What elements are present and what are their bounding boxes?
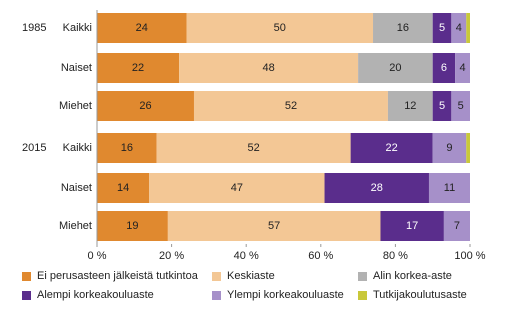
category-label: Naiset — [61, 62, 92, 74]
x-tick-label: 60 % — [308, 250, 333, 262]
category-label: Kaikki — [63, 22, 92, 34]
bar-segment — [466, 133, 470, 163]
category-label: Naiset — [61, 182, 92, 194]
value-label: 48 — [262, 62, 274, 74]
value-label: 57 — [268, 220, 280, 232]
bar-segment — [97, 91, 194, 121]
value-label: 11 — [444, 182, 455, 194]
legend-label: Ei perusasteen jälkeistä tutkintoa — [37, 270, 199, 282]
legend-label: Tutkijakoulutusaste — [373, 289, 467, 301]
bar-segment — [443, 211, 470, 241]
value-label: 24 — [136, 22, 148, 34]
bar-segment — [97, 211, 168, 241]
legend-label: Alempi korkeakouluaste — [37, 289, 154, 301]
bar-segment — [97, 173, 150, 203]
bar-segment — [432, 91, 452, 121]
legend-swatch — [358, 272, 367, 281]
value-label: 5 — [439, 22, 445, 34]
value-label: 12 — [404, 100, 416, 112]
bar-segment — [432, 53, 456, 83]
bar-segment — [186, 13, 374, 43]
value-label: 50 — [274, 22, 286, 34]
legend-swatch — [22, 291, 31, 300]
bar-segment — [193, 91, 388, 121]
legend-label: Ylempi korkeakouluaste — [227, 289, 344, 301]
value-label: 52 — [248, 142, 260, 154]
category-label: Miehet — [59, 220, 92, 232]
bar-segment — [179, 53, 359, 83]
bar-segment — [428, 173, 470, 203]
legend-swatch — [358, 291, 367, 300]
bar-segment — [466, 13, 470, 43]
value-label: 22 — [132, 62, 144, 74]
bar-segment — [167, 211, 381, 241]
value-label: 4 — [456, 22, 462, 34]
value-label: 14 — [117, 182, 129, 194]
value-label: 26 — [139, 100, 151, 112]
bar-segment — [156, 133, 351, 163]
value-label: 28 — [371, 182, 383, 194]
bar-segment — [149, 173, 325, 203]
bar-segment — [324, 173, 429, 203]
bar-segment — [373, 13, 433, 43]
x-tick-label: 20 % — [159, 250, 184, 262]
bar-segment — [350, 133, 433, 163]
bar-segment — [358, 53, 433, 83]
x-tick-label: 100 % — [454, 250, 485, 262]
bar-segment — [451, 13, 467, 43]
value-label: 16 — [397, 22, 409, 34]
value-label: 22 — [386, 142, 398, 154]
group-label: 2015 — [22, 142, 46, 154]
value-label: 19 — [126, 220, 138, 232]
legend-swatch — [22, 272, 31, 281]
bar-segment — [97, 53, 180, 83]
value-label: 20 — [389, 62, 401, 74]
value-label: 9 — [446, 142, 452, 154]
group-label: 1985 — [22, 22, 46, 34]
bar-segment — [387, 91, 433, 121]
value-label: 16 — [121, 142, 133, 154]
category-label: Miehet — [59, 100, 92, 112]
bar-segment — [451, 91, 470, 121]
x-tick-label: 80 % — [383, 250, 408, 262]
x-tick-label: 0 % — [88, 250, 107, 262]
bar-segment — [97, 13, 187, 43]
value-label: 52 — [285, 100, 297, 112]
value-label: 4 — [459, 62, 465, 74]
value-label: 17 — [406, 220, 418, 232]
value-label: 7 — [454, 220, 460, 232]
x-tick-label: 40 % — [234, 250, 259, 262]
value-label: 6 — [441, 62, 447, 74]
category-label: Kaikki — [63, 142, 92, 154]
value-label: 47 — [231, 182, 243, 194]
bar-segment — [97, 133, 157, 163]
bar-segment — [432, 133, 467, 163]
bar-segment — [432, 13, 452, 43]
bar-segment — [455, 53, 470, 83]
legend-swatch — [212, 272, 221, 281]
value-label: 5 — [439, 100, 445, 112]
legend-swatch — [212, 291, 221, 300]
value-label: 5 — [458, 100, 464, 112]
bar-segment — [380, 211, 444, 241]
legend-label: Alin korkea-aste — [373, 270, 452, 282]
legend-label: Keskiaste — [227, 270, 275, 282]
